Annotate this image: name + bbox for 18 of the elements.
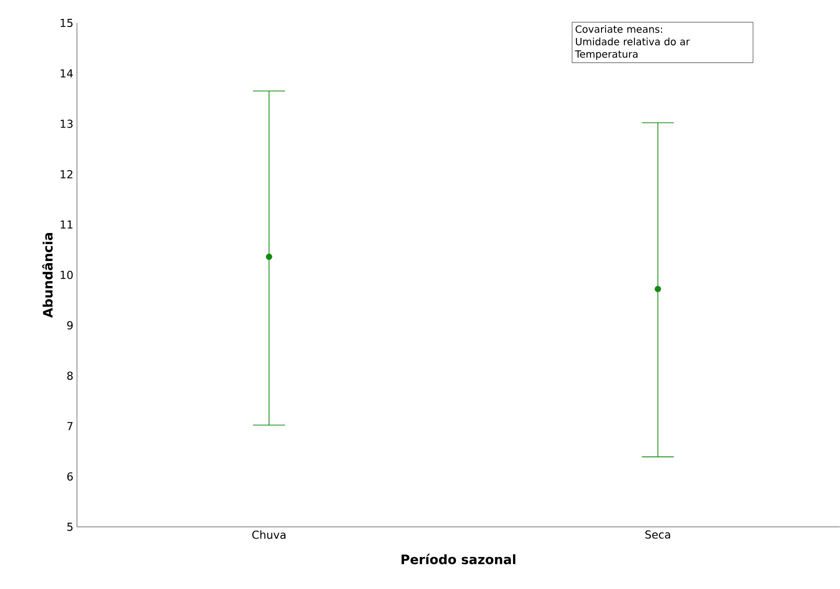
x-tick-label: Seca	[645, 530, 670, 539]
x-axis-title: Período sazonal	[402, 554, 516, 564]
annotation: Temperatura	[575, 50, 638, 60]
y-tick-label: 14	[60, 69, 73, 78]
y-tick-label: 12	[60, 170, 72, 178]
y-tick-label: 7	[67, 422, 73, 430]
y-tick-label: 9	[67, 321, 73, 330]
y-tick-label: 6	[67, 472, 73, 481]
y-tick-label: 10	[60, 270, 73, 280]
y-tick-label: 15	[60, 18, 73, 28]
annotation: Umidade relativa do ar	[576, 38, 690, 46]
y-tick-label: 13	[60, 120, 73, 128]
x-tick-label: Chuva	[252, 530, 286, 539]
y-tick-label: 8	[67, 372, 73, 380]
annotation: Covariate means:	[576, 25, 662, 33]
y-tick-label: 11	[60, 220, 72, 229]
y-axis-title: Abundância	[42, 233, 53, 318]
y-tick-label: 5	[67, 522, 73, 532]
